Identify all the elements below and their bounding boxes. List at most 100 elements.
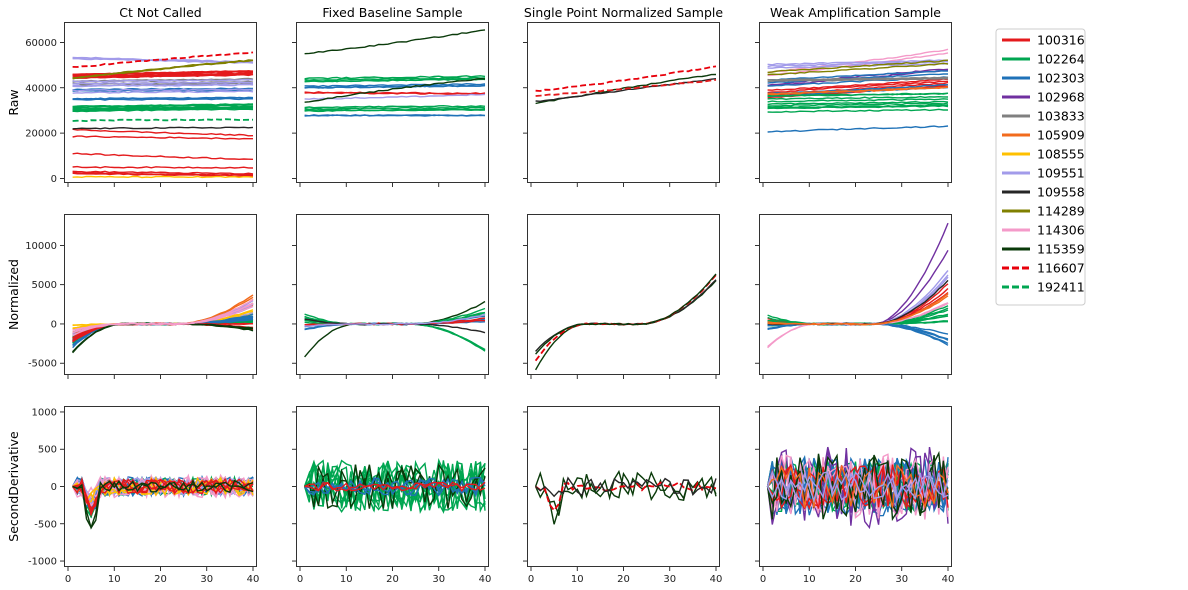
series-line [767, 76, 949, 81]
y-tick-label: 10000 [25, 241, 57, 252]
column-title: Single Point Normalized Sample [524, 5, 723, 20]
series-line [767, 104, 949, 110]
x-tick-label: 10 [803, 574, 816, 585]
row-label: Normalized [6, 259, 21, 330]
legend-label: 114306 [1037, 223, 1085, 238]
row-label: Raw [6, 89, 21, 115]
legend-label: 103833 [1037, 109, 1085, 124]
series-line [767, 125, 949, 133]
series-line [767, 70, 949, 81]
series-group [534, 469, 717, 525]
series-line [535, 476, 717, 498]
x-tick-label: 40 [942, 574, 955, 585]
series-group [767, 222, 949, 349]
series-line [535, 78, 717, 103]
subplot-r1-c3 [755, 214, 952, 379]
series-group [304, 300, 486, 358]
series-line [304, 93, 486, 100]
series-line [304, 75, 486, 80]
series-group [72, 294, 254, 354]
series-line [304, 77, 486, 103]
x-tick-label: 10 [340, 574, 353, 585]
series-line [534, 274, 717, 362]
series-line [766, 471, 949, 504]
x-tick-label: 10 [571, 574, 584, 585]
y-tick-label: 20000 [25, 129, 57, 140]
series-line [72, 170, 254, 175]
series-line [72, 106, 254, 111]
series-line [72, 103, 254, 108]
legend-label: 100316 [1037, 33, 1085, 48]
series-line [72, 479, 254, 530]
x-tick-label: 40 [479, 574, 492, 585]
x-tick-label: 30 [895, 574, 908, 585]
x-tick-label: 10 [108, 574, 121, 585]
series-line [534, 280, 717, 371]
subplot-r2-c0: 0 10 20 30 40 -1000 -500 0 500 1000 SecondDerivati… [6, 406, 260, 585]
plot-frame [527, 22, 720, 183]
column-title: Ct Not Called [119, 5, 201, 20]
series-line [535, 79, 717, 97]
series-line [72, 73, 254, 79]
x-tick-label: 20 [386, 574, 399, 585]
x-tick-label: 0 [65, 574, 71, 585]
plot-frame [527, 406, 720, 567]
plot-frame [527, 214, 720, 375]
series-line [72, 118, 254, 123]
series-line [72, 96, 254, 100]
plot-frame [64, 22, 257, 183]
series-line [767, 77, 949, 83]
series-line [72, 477, 254, 512]
series-line [304, 84, 486, 89]
y-tick-label: 40000 [25, 83, 57, 94]
x-tick-label: 40 [247, 574, 260, 585]
series-line [767, 80, 949, 94]
subplot-r2-c3: 0 10 20 30 40 [755, 406, 955, 585]
plot-frame [759, 22, 952, 183]
legend-label: 192411 [1037, 280, 1085, 295]
series-line [767, 86, 949, 95]
series-line [767, 102, 949, 107]
series-group [534, 273, 717, 371]
series-line [72, 135, 253, 140]
series-group [766, 446, 949, 530]
series-line [72, 152, 254, 161]
series-line [72, 128, 254, 137]
legend: 100316 102264 102303 102968 103833 105909 1085… [995, 28, 1086, 306]
y-tick-label: 1000 [32, 407, 57, 418]
subplot-r1-c1 [292, 214, 489, 379]
legend-label: 102264 [1037, 52, 1085, 67]
x-tick-label: 30 [663, 574, 676, 585]
series-line [304, 108, 485, 112]
legend-label: 109558 [1037, 185, 1085, 200]
series-line [72, 126, 254, 130]
x-tick-label: 0 [297, 574, 303, 585]
subplot-r2-c1: 0 10 20 30 40 [292, 406, 492, 585]
y-tick-label: 60000 [25, 38, 57, 49]
series-line [72, 97, 253, 101]
series-line [767, 59, 949, 66]
series-group [71, 473, 254, 530]
series-line [304, 106, 486, 111]
series-group [304, 29, 486, 117]
legend-label: 102968 [1037, 90, 1085, 105]
plot-frame [759, 406, 952, 567]
series-line [72, 175, 254, 179]
series-line [72, 81, 254, 85]
series-line [767, 62, 949, 76]
series-line [304, 29, 486, 55]
series-line [72, 165, 254, 169]
series-group [72, 51, 254, 179]
y-tick-label: 0 [51, 319, 57, 330]
series-line [767, 95, 949, 101]
x-tick-label: 30 [200, 574, 213, 585]
plot-frame [296, 214, 489, 375]
series-line [72, 83, 254, 87]
series-line [767, 322, 949, 346]
legend-label: 102303 [1037, 71, 1085, 86]
subplot-r0-c3: Weak Amplification Sample [755, 5, 952, 187]
series-line [72, 70, 254, 76]
series-line [304, 481, 486, 492]
